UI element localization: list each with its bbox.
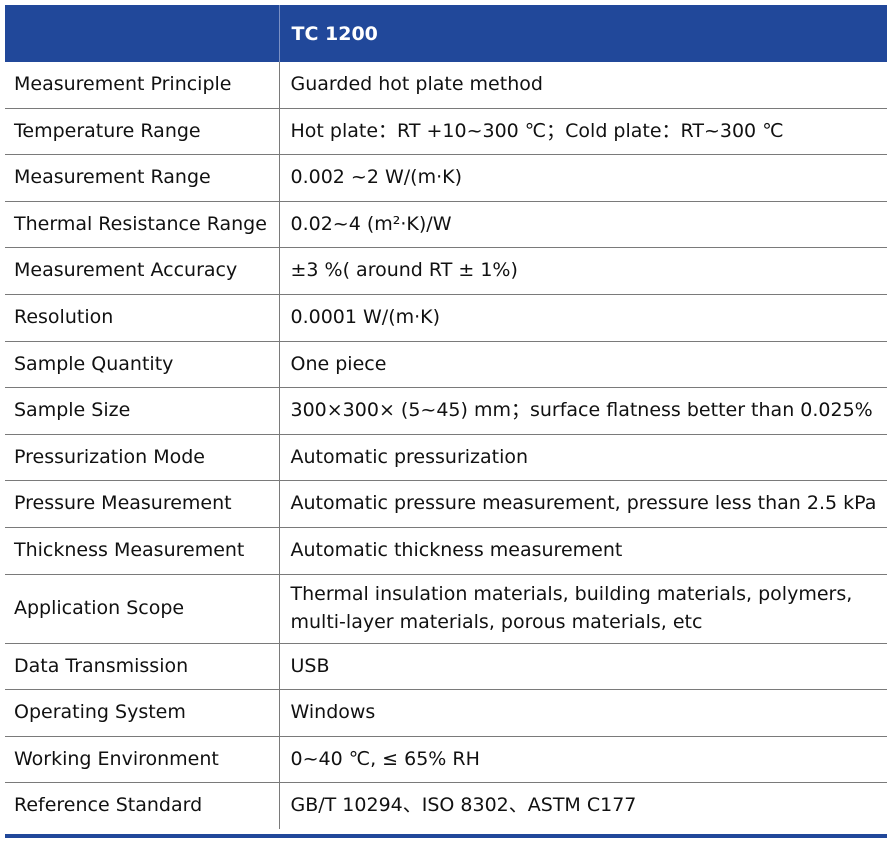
table-row: Measurement Range 0.002 ~2 W/(m·K) xyxy=(5,154,887,202)
row-value: Guarded hot plate method xyxy=(278,62,887,109)
row-value: 0.0001 W/(m·K) xyxy=(278,294,887,342)
row-value: Automatic thickness measurement xyxy=(278,527,887,575)
table-row: Working Environment 0~40 ℃, ≤ 65% RH xyxy=(5,736,887,784)
table-row: Pressure Measurement Automatic pressure … xyxy=(5,480,887,528)
row-label: Working Environment xyxy=(5,736,279,784)
table-header-row: TC 1200 xyxy=(5,5,887,62)
table-row: Reference Standard GB/T 10294、ISO 8302、A… xyxy=(5,782,887,829)
row-label: Resolution xyxy=(5,294,279,342)
row-value: Thermal insulation materials, building m… xyxy=(278,574,887,644)
row-value: 0~40 ℃, ≤ 65% RH xyxy=(278,736,887,784)
row-value: Hot plate：RT +10~300 ℃；Cold plate：RT~300… xyxy=(278,108,887,156)
row-label: Sample Quantity xyxy=(5,341,279,389)
row-value: 0.02~4 (m²·K)/W xyxy=(278,201,887,249)
row-label: Sample Size xyxy=(5,387,279,435)
row-label: Operating System xyxy=(5,689,279,737)
table-row: Sample Size 300×300× (5~45) mm；surface f… xyxy=(5,387,887,435)
row-value: Automatic pressure measurement, pressure… xyxy=(278,480,887,528)
row-label: Data Transmission xyxy=(5,643,279,691)
row-label: Pressurization Mode xyxy=(5,434,279,482)
row-value: Windows xyxy=(278,689,887,737)
row-value: GB/T 10294、ISO 8302、ASTM C177 xyxy=(278,782,887,829)
header-label-cell xyxy=(5,5,280,62)
row-value: 0.002 ~2 W/(m·K) xyxy=(278,154,887,202)
row-label: Thickness Measurement xyxy=(5,527,279,575)
table-row: Resolution 0.0001 W/(m·K) xyxy=(5,294,887,342)
table-row: Measurement Principle Guarded hot plate … xyxy=(5,62,887,109)
row-label: Temperature Range xyxy=(5,108,279,156)
table-row: Application Scope Thermal insulation mat… xyxy=(5,574,887,644)
row-value: 300×300× (5~45) mm；surface flatness bett… xyxy=(278,387,887,435)
table-row: Measurement Accuracy ±3 %( around RT ± 1… xyxy=(5,247,887,295)
table-row: Operating System Windows xyxy=(5,689,887,737)
header-model-cell: TC 1200 xyxy=(279,5,887,62)
bottom-rule xyxy=(5,834,887,838)
row-label: Measurement Principle xyxy=(5,62,279,109)
row-value: One piece xyxy=(278,341,887,389)
table-row: Temperature Range Hot plate：RT +10~300 ℃… xyxy=(5,108,887,156)
row-value: USB xyxy=(278,643,887,691)
row-value: ±3 %( around RT ± 1%) xyxy=(278,247,887,295)
row-label: Measurement Range xyxy=(5,154,279,202)
table-row: Thermal Resistance Range 0.02~4 (m²·K)/W xyxy=(5,201,887,249)
table-row: Sample Quantity One piece xyxy=(5,341,887,389)
row-label: Application Scope xyxy=(5,574,279,644)
row-label: Measurement Accuracy xyxy=(5,247,279,295)
row-label: Pressure Measurement xyxy=(5,480,279,528)
spec-table: TC 1200 Measurement Principle Guarded ho… xyxy=(5,5,887,829)
row-label: Reference Standard xyxy=(14,794,203,817)
row-label: Thermal Resistance Range xyxy=(5,201,279,249)
row-value: Automatic pressurization xyxy=(278,434,887,482)
table-row: Data Transmission USB xyxy=(5,643,887,691)
table-row: Pressurization Mode Automatic pressuriza… xyxy=(5,434,887,482)
table-row: Thickness Measurement Automatic thicknes… xyxy=(5,527,887,575)
